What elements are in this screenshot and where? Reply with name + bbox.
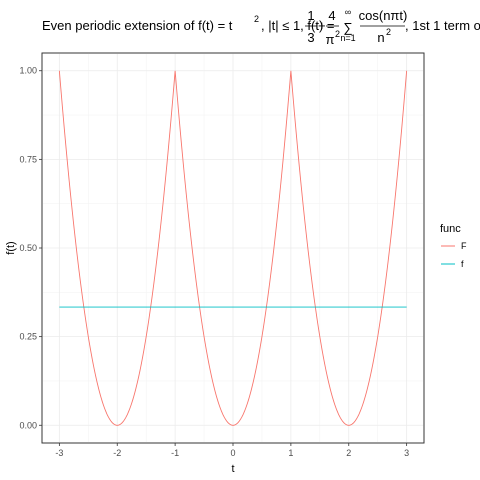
x-tick-label: 1 <box>288 448 293 458</box>
title-frac3-denominator: n <box>377 30 384 45</box>
x-tick-label: -2 <box>113 448 121 458</box>
x-tick-label: -1 <box>171 448 179 458</box>
title-frac1-numerator: 1 <box>307 8 314 23</box>
series-layer <box>58 70 408 426</box>
y-tick-label: 0.75 <box>19 154 37 164</box>
x-tick-label: 2 <box>346 448 351 458</box>
legend-label-f: f <box>461 259 464 269</box>
title-frac2-numerator: 4 <box>328 8 335 23</box>
title-sum-bottom: n=1 <box>340 33 355 43</box>
legend-label-F: F <box>461 241 467 251</box>
x-tick-label: 0 <box>230 448 235 458</box>
title-sum-top: ∞ <box>345 7 351 17</box>
legend: func F f <box>440 223 467 269</box>
title-condition: , |t| ≤ 1, f(t) = <box>261 18 335 33</box>
y-tick-label: 0.25 <box>19 332 37 342</box>
y-tick-label: 0.00 <box>19 420 37 430</box>
title-frac3-denominator-exp: 2 <box>386 27 391 37</box>
series-line-F <box>58 70 408 426</box>
title-exponent: 2 <box>254 14 259 24</box>
title-frac3-numerator: cos(nπt) <box>359 8 408 23</box>
title-frac2-denominator: π <box>326 32 335 47</box>
title-prefix: Even periodic extension of f(t) = t <box>42 18 233 33</box>
legend-title: func <box>440 223 461 235</box>
y-axis-title: f(t) <box>5 241 17 254</box>
chart-title: Even periodic extension of f(t) = t 2 , … <box>42 7 480 47</box>
title-plus: + <box>318 18 326 33</box>
title-frac2-denominator-exp: 2 <box>335 29 340 39</box>
x-tick-label: -3 <box>55 448 63 458</box>
grid <box>42 53 424 443</box>
x-axis-title: t <box>231 463 234 475</box>
y-tick-label: 1.00 <box>19 66 37 76</box>
title-frac1-denominator: 3 <box>307 30 314 45</box>
title-suffix: , 1st 1 term o <box>405 18 480 33</box>
axis-ticks: -3 -2 -1 0 1 2 3 0.00 0.25 0.50 0.75 1.00 <box>19 66 409 458</box>
y-tick-label: 0.50 <box>19 243 37 253</box>
x-tick-label: 3 <box>404 448 409 458</box>
title-sum-symbol: ∑ <box>343 20 352 35</box>
